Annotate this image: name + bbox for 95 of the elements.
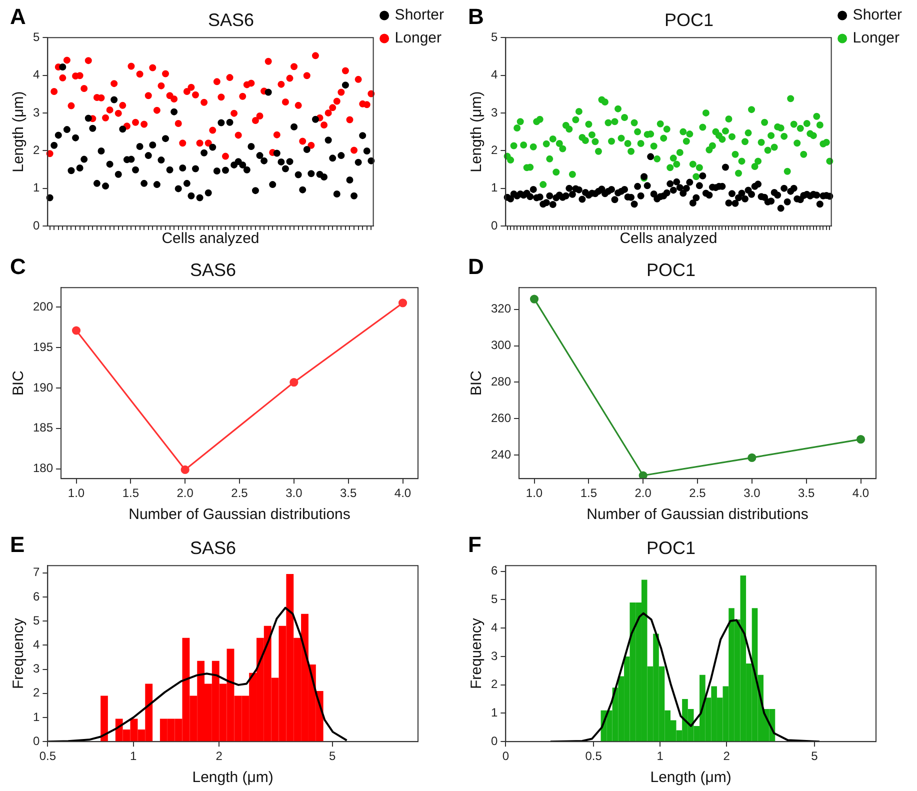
text: F: [468, 532, 482, 558]
y-tick-label: 4: [32, 637, 40, 652]
y-tick-label: 7: [32, 565, 40, 580]
x-tick-label: 2: [723, 749, 730, 764]
x-tick-label: 4.0: [394, 486, 412, 500]
x-axis-title: Number of Gaussian distributions: [128, 506, 350, 524]
y-tick-label: 2: [490, 677, 498, 692]
x-tick-label: 1.5: [122, 486, 140, 500]
y-tick-label: 185: [32, 420, 54, 435]
x-tick-label: 3.0: [744, 486, 761, 500]
point: [290, 378, 298, 387]
y-tick-label: 5: [490, 592, 498, 606]
x-tick-label: 0.5: [39, 749, 56, 764]
y-axis-title: Length (μm): [468, 91, 486, 172]
y-tick-label: 300: [490, 338, 512, 352]
y-tick-label: 2: [490, 142, 498, 157]
y-axis-title: Frequency: [468, 618, 486, 690]
y-tick-label: 5: [32, 613, 40, 628]
x-tick-label: 2.5: [689, 486, 706, 500]
y-axis-title: Length (μm): [10, 91, 28, 172]
x-tick-label: 1: [656, 749, 664, 764]
x-axis-title: Cells analyzed: [620, 230, 718, 248]
y-axis-title: BIC: [468, 370, 486, 396]
legend-label: Longer: [394, 30, 442, 47]
y-tick-label: 5: [490, 30, 498, 44]
x-tick-label: 4.0: [852, 486, 870, 500]
chart-title: SAS6: [208, 10, 254, 30]
y-tick-label: 1: [490, 706, 498, 720]
x-axis-title: Number of Gaussian distributions: [586, 506, 808, 524]
y-tick-label: 1: [490, 180, 498, 195]
x-tick-label: 1.0: [68, 486, 85, 500]
chart-title: SAS6: [190, 538, 236, 558]
x-tick-label: 5: [328, 749, 336, 764]
chart-title: SAS6: [190, 260, 236, 280]
chart-title: POC1: [646, 538, 696, 558]
y-tick-label: 5: [32, 30, 40, 44]
y-tick-label: 260: [490, 410, 512, 425]
point: [398, 298, 408, 308]
y-tick-label: 1: [32, 180, 40, 195]
text: D: [468, 254, 484, 280]
x-tick-label: 3.5: [340, 486, 358, 500]
y-axis-title: BIC: [10, 370, 28, 396]
y-tick-label: 0: [32, 218, 40, 232]
point: [856, 435, 866, 444]
y-tick-label: 2: [32, 142, 40, 157]
x-tick-label: 3.0: [286, 486, 303, 500]
x-tick-label: 2.0: [634, 486, 652, 500]
y-tick-label: 0: [32, 734, 40, 748]
text: C: [10, 254, 26, 280]
y-axis-title: Frequency: [10, 618, 28, 690]
x-axis-title: Length (μm): [650, 769, 732, 786]
y-tick-label: 1: [32, 710, 40, 724]
y-tick-label: 2: [32, 686, 40, 700]
x-tick-label: 1.5: [580, 486, 598, 500]
y-tick-label: 3: [32, 662, 40, 676]
chart-title: POC1: [646, 260, 696, 280]
x-tick-label: 5: [811, 749, 818, 764]
x-tick-label: 0.5: [585, 749, 602, 764]
y-tick-label: 180: [32, 461, 54, 476]
legend-label: Shorter: [852, 6, 902, 24]
y-tick-label: 280: [490, 374, 512, 389]
x-tick-label: 2.0: [176, 486, 194, 500]
chart-title: POC1: [664, 10, 714, 30]
y-tick-label: 3: [490, 648, 498, 663]
x-tick-label: 2: [216, 749, 223, 764]
y-tick-label: 4: [32, 68, 40, 82]
y-tick-label: 3: [490, 105, 498, 120]
point: [638, 471, 648, 479]
y-tick-label: 4: [490, 620, 498, 634]
text: E: [10, 532, 25, 558]
y-tick-label: 4: [490, 68, 498, 82]
y-tick-label: 0: [490, 218, 498, 232]
point: [748, 453, 756, 462]
y-tick-label: 6: [32, 589, 40, 604]
y-tick-label: 240: [490, 447, 512, 462]
x-tick-label: 1.0: [526, 486, 543, 500]
x-axis-title: Length (μm): [192, 769, 274, 786]
point: [180, 465, 190, 474]
point: [530, 294, 539, 304]
legend-label: Longer: [852, 30, 900, 47]
y-tick-label: 0: [490, 734, 498, 748]
y-tick-label: 320: [490, 302, 512, 316]
y-tick-label: 3: [32, 105, 40, 120]
y-tick-label: 195: [32, 340, 54, 354]
x-tick-label: 1: [130, 749, 138, 764]
x-tick-label: 3.5: [798, 486, 816, 500]
y-tick-label: 6: [490, 564, 498, 578]
legend-label: Shorter: [394, 6, 444, 24]
text: B: [468, 4, 484, 30]
y-tick-label: 200: [32, 299, 54, 314]
text: A: [10, 4, 26, 30]
x-tick-label: 2.5: [231, 486, 248, 500]
x-axis-title: Cells analyzed: [162, 230, 260, 248]
y-tick-label: 190: [32, 380, 54, 394]
point: [72, 326, 81, 335]
